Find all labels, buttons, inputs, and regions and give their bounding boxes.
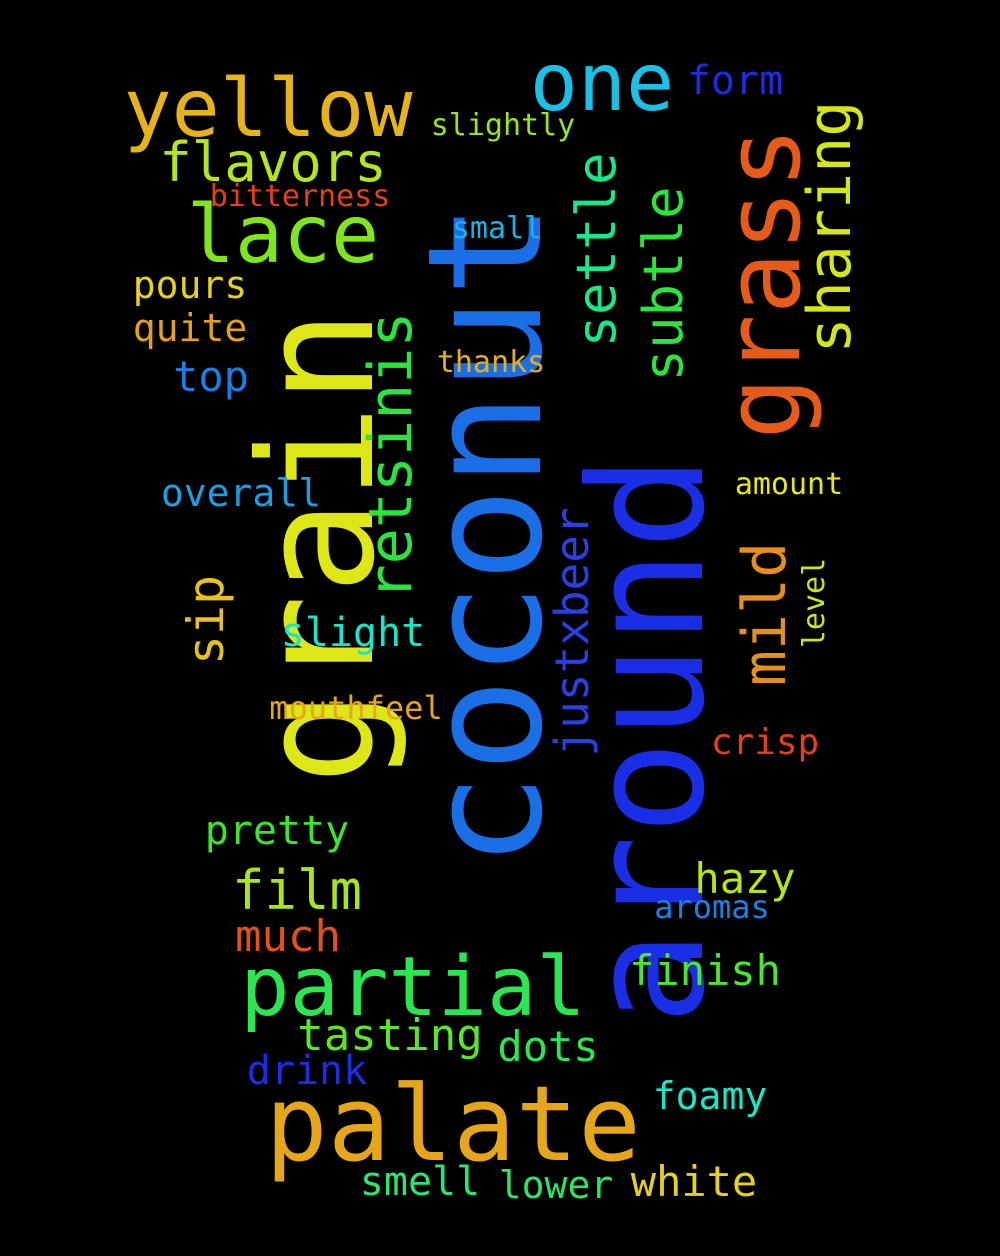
word-tasting: tasting [297,1010,483,1061]
word-white: white [630,1157,758,1206]
word-amount: amount [734,467,844,502]
word-crisp: crisp [710,722,820,763]
word-sharing: sharing [795,100,865,354]
word-quite: quite [132,306,248,350]
word-level: level [797,557,832,649]
word-palate: palate [265,1063,641,1185]
word-flavors: flavors [159,131,387,194]
word-overall: overall [160,471,322,515]
word-yellow: yellow [123,62,413,155]
word-mild: mild [730,541,800,687]
word-coconut: coconut [394,202,578,868]
word-much: much [235,911,341,962]
word-bitterness: bitterness [209,179,391,214]
word-mouthfeel: mouthfeel [269,689,443,727]
word-aromas: aromas [654,888,770,926]
word-pretty: pretty [204,808,350,854]
word-finish: finish [629,946,781,995]
word-lace: lace [186,188,380,281]
word-form: form [686,58,784,104]
word-slightly: slightly [430,108,576,143]
word-settle: settle [565,152,628,348]
word-retsinis: retsinis [356,311,426,601]
word-drink: drink [246,1048,368,1094]
word-foamy: foamy [652,1074,768,1118]
word-small: small [451,211,543,246]
word-one: one [529,36,675,129]
word-film: film [231,859,363,922]
word-sip: sip [177,574,235,666]
word-justxbeer: justxbeer [545,507,599,757]
word-pours: pours [132,263,248,307]
word-partial: partial [240,940,586,1035]
word-smell: smell [359,1159,481,1205]
word-dots: dots [497,1022,599,1071]
word-slight: slight [280,610,426,656]
word-subtle: subtle [632,186,695,382]
word-hazy: hazy [694,854,796,903]
word-lower: lower [498,1163,614,1207]
word-top: top [173,352,249,401]
word-thanks: thanks [436,345,546,380]
